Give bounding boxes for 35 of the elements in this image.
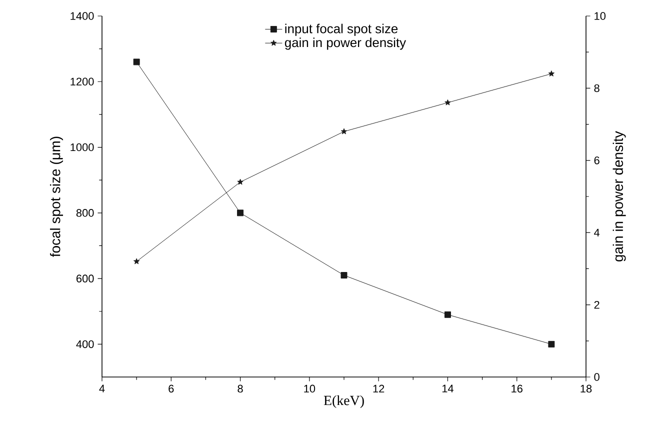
point [237, 210, 244, 216]
x-tick-label: 18 [580, 384, 592, 393]
y-tick-label: 1400 [70, 12, 94, 20]
y-tick-label: 600 [76, 274, 94, 282]
y2-tick-label: 4 [594, 228, 600, 236]
point [548, 70, 555, 76]
point [548, 340, 555, 348]
point [340, 272, 348, 279]
x-tick-label: 6 [168, 384, 174, 393]
legend-label: gain in power density [284, 38, 406, 50]
x-tick-label: 12 [373, 384, 384, 392]
y-tick-label: 400 [76, 340, 94, 348]
point [340, 128, 348, 134]
legend-label: input focal spot size [285, 24, 398, 36]
y-axis-title: focal spot size (μm) [50, 136, 64, 257]
y2-tick-label: 0 [594, 373, 600, 381]
y-tick-label: 1000 [70, 143, 94, 152]
x-axis-title: E(keV) [324, 395, 364, 408]
y2-tick-label: 6 [594, 156, 600, 164]
x-tick-label: 16 [512, 384, 522, 393]
point [444, 99, 451, 106]
x-tick-label: 10 [304, 384, 316, 393]
point [133, 258, 140, 264]
point [444, 311, 451, 318]
y2-axis-title: gain in power density [612, 131, 626, 262]
point [133, 58, 140, 66]
x-tick-label: 4 [99, 384, 105, 392]
y2-tick-label: 8 [594, 84, 600, 92]
y2-tick-label: 10 [594, 12, 606, 20]
y2-tick-label: 2 [594, 300, 600, 309]
x-tick-label: 14 [442, 384, 454, 392]
x-tick-label: 8 [238, 384, 243, 393]
y-tick-label: 1200 [70, 78, 94, 86]
y-tick-label: 800 [76, 209, 94, 217]
point [237, 178, 244, 185]
